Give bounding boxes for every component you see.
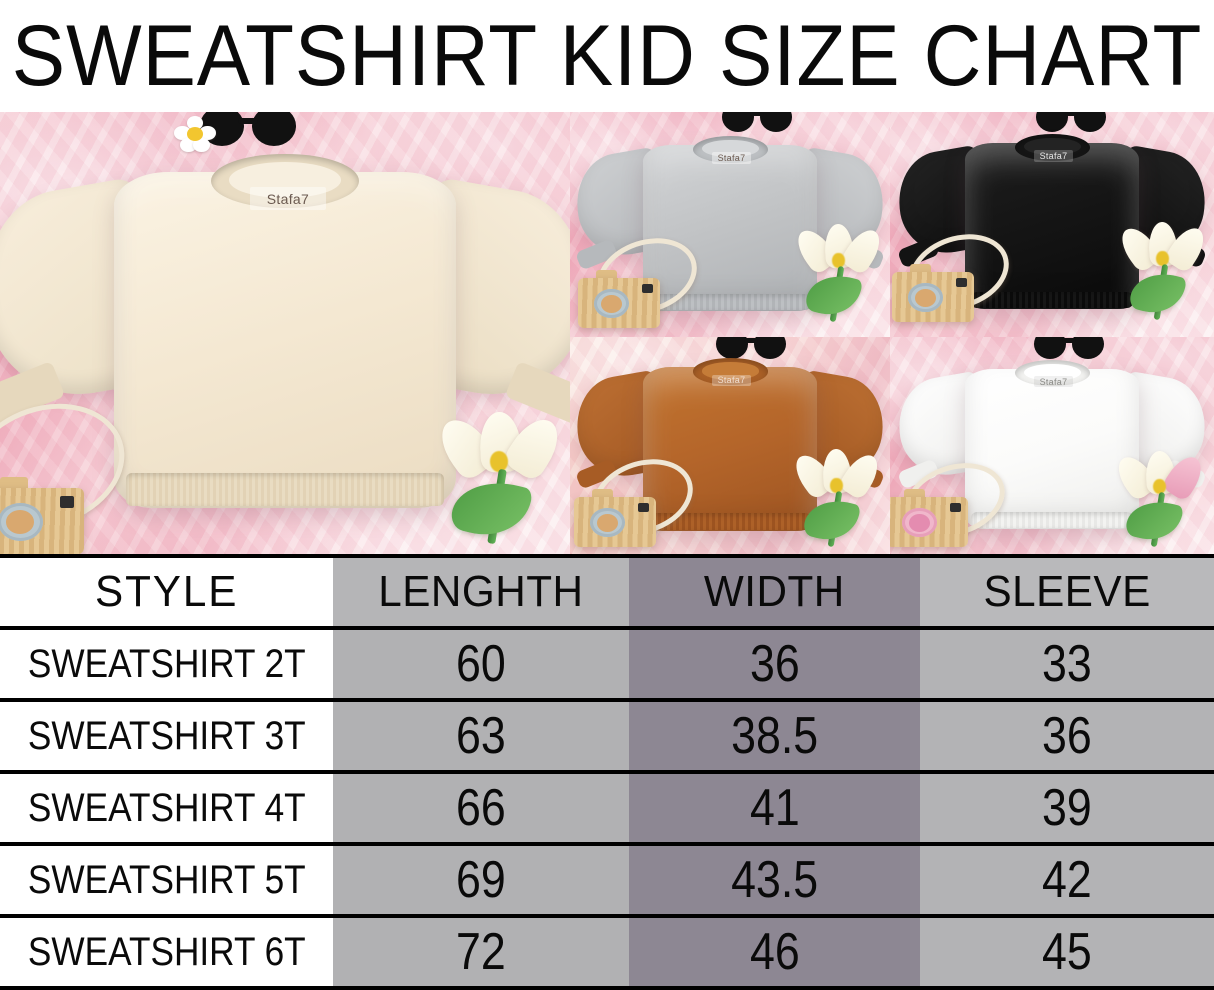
brand-tag: Stafa7 bbox=[1034, 150, 1073, 162]
sweatshirt-cream: Stafa7 bbox=[0, 122, 570, 542]
table-row: SWEATSHIRT 6T 72 46 45 bbox=[0, 914, 1214, 990]
camera-toy-prop bbox=[574, 489, 656, 547]
camera-toy-prop bbox=[0, 477, 84, 554]
product-photo-white: Stafa7 bbox=[890, 337, 1214, 554]
cell-length: 66 bbox=[333, 770, 629, 846]
cell-sleeve: 42 bbox=[920, 842, 1214, 918]
brand-tag: Stafa7 bbox=[249, 187, 327, 211]
cell-length: 60 bbox=[333, 626, 629, 702]
cell-width: 36 bbox=[629, 626, 920, 702]
column-header-length: LENGHTH bbox=[333, 554, 629, 630]
brand-tag: Stafa7 bbox=[712, 374, 751, 386]
cell-length: 72 bbox=[333, 914, 629, 990]
product-photo-rust: Stafa7 bbox=[570, 337, 890, 554]
cell-style: SWEATSHIRT 3T bbox=[0, 698, 333, 774]
cell-length: 69 bbox=[333, 842, 629, 918]
cell-style: SWEATSHIRT 5T bbox=[0, 842, 333, 918]
title-band: SWEATSHIRT KID SIZE CHART bbox=[0, 0, 1214, 112]
table-row: SWEATSHIRT 3T 63 38.5 36 bbox=[0, 698, 1214, 774]
table-header-row: STYLE LENGHTH WIDTH SLEEVE bbox=[0, 554, 1214, 630]
sunglasses-prop bbox=[1034, 337, 1104, 359]
tulip-prop bbox=[431, 410, 569, 545]
sweatshirt-white: Stafa7 bbox=[891, 345, 1213, 545]
camera-toy-prop bbox=[892, 264, 974, 322]
cell-style: SWEATSHIRT 6T bbox=[0, 914, 333, 990]
size-table: STYLE LENGHTH WIDTH SLEEVE SWEATSHIRT 2T bbox=[0, 554, 1214, 990]
cell-length: 63 bbox=[333, 698, 629, 774]
tulip-prop bbox=[788, 448, 885, 548]
sweatshirt-rust: Stafa7 bbox=[570, 343, 890, 547]
product-photo-collage: Stafa7 bbox=[0, 112, 1214, 554]
sweatshirt-gray: Stafa7 bbox=[570, 120, 890, 328]
table-row: SWEATSHIRT 5T 69 43.5 42 bbox=[0, 842, 1214, 918]
product-photo-gray: Stafa7 bbox=[570, 112, 890, 337]
cell-sleeve: 45 bbox=[920, 914, 1214, 990]
size-table-container: STYLE LENGHTH WIDTH SLEEVE SWEATSHIRT 2T bbox=[0, 554, 1214, 990]
cell-sleeve: 39 bbox=[920, 770, 1214, 846]
tulip-prop bbox=[790, 223, 887, 323]
sunglasses-prop bbox=[1036, 112, 1106, 132]
sunglasses-prop bbox=[722, 112, 792, 132]
sweatshirt-black: Stafa7 bbox=[890, 118, 1214, 326]
cell-width: 43.5 bbox=[629, 842, 920, 918]
table-row: SWEATSHIRT 4T 66 41 39 bbox=[0, 770, 1214, 846]
cell-sleeve: 33 bbox=[920, 626, 1214, 702]
cell-style: SWEATSHIRT 2T bbox=[0, 626, 333, 702]
table-row: SWEATSHIRT 2T 60 36 33 bbox=[0, 626, 1214, 702]
brand-tag: Stafa7 bbox=[1034, 376, 1073, 387]
cell-style: SWEATSHIRT 4T bbox=[0, 770, 333, 846]
daisy-prop bbox=[174, 116, 216, 152]
camera-toy-prop bbox=[890, 489, 968, 547]
product-photo-cream: Stafa7 bbox=[0, 112, 570, 554]
sunglasses-prop bbox=[716, 337, 786, 359]
camera-toy-prop bbox=[578, 270, 660, 328]
cell-width: 41 bbox=[629, 770, 920, 846]
brand-tag: Stafa7 bbox=[712, 152, 751, 164]
cell-width: 46 bbox=[629, 914, 920, 990]
column-header-style: STYLE bbox=[0, 554, 333, 630]
tulip-prop bbox=[1111, 450, 1209, 547]
column-header-sleeve: SLEEVE bbox=[920, 554, 1214, 630]
page-title: SWEATSHIRT KID SIZE CHART bbox=[11, 8, 1203, 104]
product-photo-black: Stafa7 bbox=[890, 112, 1214, 337]
cell-width: 38.5 bbox=[629, 698, 920, 774]
tulip-prop bbox=[1114, 221, 1211, 321]
column-header-width: WIDTH bbox=[629, 554, 920, 630]
cell-sleeve: 36 bbox=[920, 698, 1214, 774]
